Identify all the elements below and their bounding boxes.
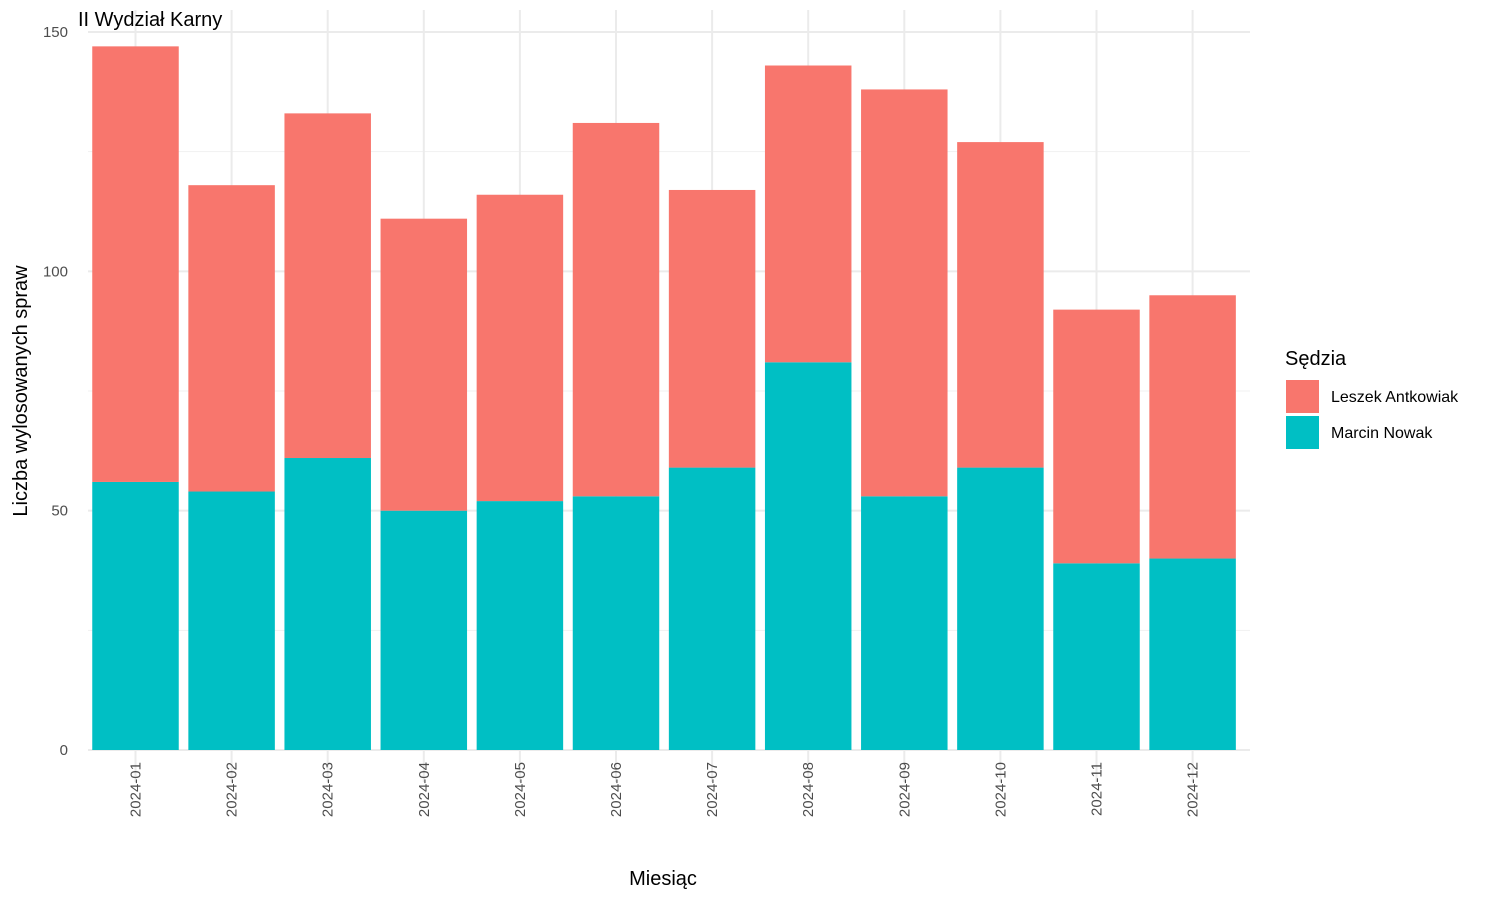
bar-marcin-nowak-2024-10 [957, 467, 1044, 750]
legend-key-marcin-nowak [1286, 416, 1319, 449]
x-tick-label: 2024-05 [512, 762, 529, 817]
bar-marcin-nowak-2024-08 [764, 362, 852, 750]
legend-label: Marcin Nowak [1331, 425, 1433, 442]
legend: Sędzia Leszek Antkowiak Marcin Nowak [1285, 348, 1459, 449]
x-axis-title: Miesiąc [629, 868, 697, 890]
x-tick-label: 2024-01 [128, 762, 145, 817]
x-tick-label: 2024-06 [608, 762, 625, 817]
x-tick-label: 2024-12 [1185, 762, 1202, 817]
y-axis-ticks: 0 50 100 150 [43, 24, 68, 759]
y-tick-label: 100 [43, 263, 68, 280]
x-tick-label: 2024-02 [224, 762, 241, 817]
bars [92, 46, 1236, 750]
bar-leszek-antkowiak-2024-12 [1149, 295, 1236, 559]
y-tick-label: 50 [51, 503, 68, 520]
bar-leszek-antkowiak-2024-04 [380, 218, 468, 511]
bar-marcin-nowak-2024-11 [1053, 563, 1140, 750]
bar-leszek-antkowiak-2024-03 [284, 113, 371, 459]
bar-marcin-nowak-2024-02 [188, 491, 275, 750]
x-tick-label: 2024-04 [416, 762, 433, 817]
bar-marcin-nowak-2024-04 [380, 510, 468, 750]
chart-title: II Wydział Karny [78, 9, 222, 31]
x-tick-label: 2024-10 [992, 762, 1009, 817]
bar-marcin-nowak-2024-09 [861, 496, 948, 750]
bar-leszek-antkowiak-2024-11 [1053, 309, 1140, 564]
bar-leszek-antkowiak-2024-06 [572, 122, 660, 497]
y-tick-label: 150 [43, 24, 68, 41]
bar-marcin-nowak-2024-07 [668, 467, 756, 750]
bar-leszek-antkowiak-2024-05 [476, 194, 564, 502]
bar-leszek-antkowiak-2024-09 [861, 89, 948, 497]
bar-marcin-nowak-2024-05 [476, 501, 564, 750]
x-axis-ticks: 2024-01 2024-02 2024-03 2024-04 2024-05 2024-… [128, 762, 1202, 817]
bar-marcin-nowak-2024-01 [92, 481, 179, 750]
legend-title: Sędzia [1285, 348, 1347, 370]
bar-marcin-nowak-2024-06 [572, 496, 660, 750]
x-tick-label: 2024-09 [896, 762, 913, 817]
bar-marcin-nowak-2024-12 [1149, 558, 1236, 750]
y-axis-title: Liczba wylosowanych spraw [10, 265, 32, 517]
x-tick-label: 2024-07 [704, 762, 721, 817]
bar-leszek-antkowiak-2024-02 [188, 185, 275, 492]
x-tick-label: 2024-03 [320, 762, 337, 817]
y-tick-label: 0 [60, 742, 68, 759]
legend-key-leszek-antkowiak [1286, 380, 1319, 413]
bar-leszek-antkowiak-2024-08 [764, 65, 852, 363]
bar-leszek-antkowiak-2024-10 [957, 142, 1044, 468]
x-tick-label: 2024-08 [800, 762, 817, 817]
legend-label: Leszek Antkowiak [1331, 389, 1459, 406]
x-tick-label: 2024-11 [1089, 762, 1106, 816]
bar-marcin-nowak-2024-03 [284, 458, 371, 750]
bar-leszek-antkowiak-2024-01 [92, 46, 179, 482]
bar-leszek-antkowiak-2024-07 [668, 189, 756, 468]
